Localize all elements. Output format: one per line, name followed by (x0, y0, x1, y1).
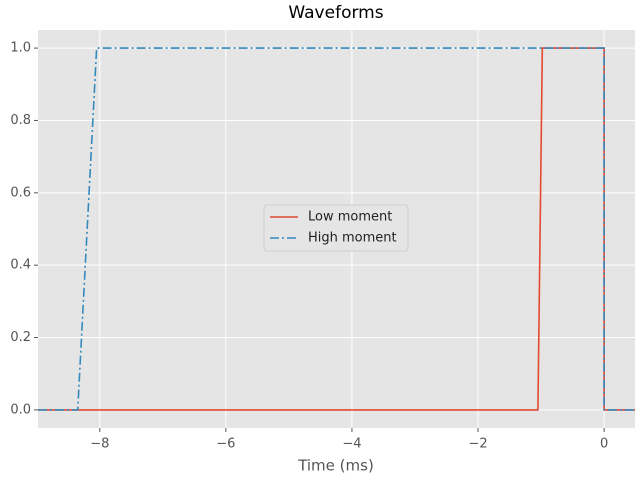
legend-label: High moment (308, 231, 397, 246)
y-tick-label: 0.6 (10, 185, 31, 200)
line-series (38, 47, 635, 411)
x-tick-label: 0 (600, 437, 608, 452)
x-axis-label: Time (ms) (297, 457, 374, 475)
chart-title: Waveforms (288, 3, 383, 23)
x-tick-label: −8 (90, 437, 109, 452)
y-tick-label: 0.2 (10, 330, 31, 345)
y-tick-label: 1.0 (10, 41, 31, 56)
x-tick-label: −4 (342, 437, 361, 452)
legend-box (263, 204, 409, 252)
y-tick-label: 0.8 (10, 113, 31, 128)
y-tick-label: 0.4 (10, 258, 31, 273)
x-tick-label: −6 (216, 437, 235, 452)
legend-label: Low moment (308, 210, 392, 225)
y-tick-label: 0.0 (10, 402, 31, 417)
x-tick-label: −2 (468, 437, 487, 452)
